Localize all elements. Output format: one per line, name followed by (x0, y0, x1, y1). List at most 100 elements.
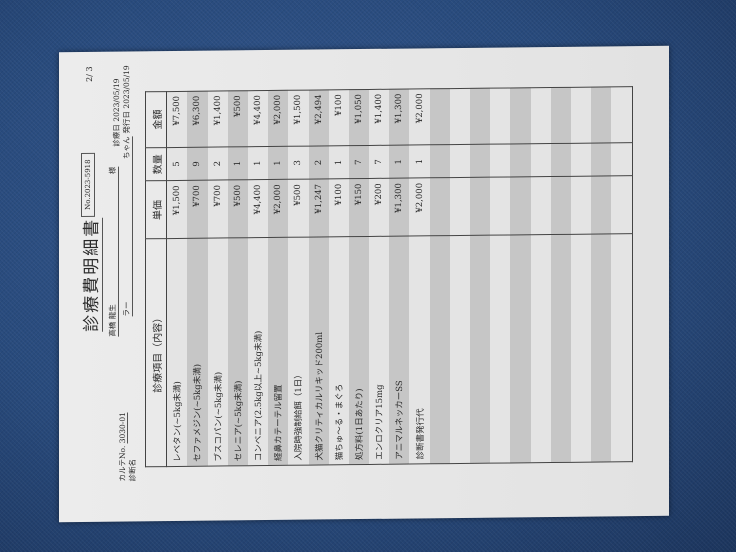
header-quantity: 数量 (145, 147, 167, 182)
quantity-cell (591, 142, 612, 177)
item-cell (611, 233, 632, 462)
amount-cell: ¥7,500 (166, 91, 188, 148)
empty-row (490, 87, 511, 464)
header-unit-price: 単価 (145, 181, 167, 239)
amount-cell: ¥1,500 (288, 90, 309, 147)
empty-row (530, 87, 551, 463)
empty-row (429, 88, 450, 464)
owner-suffix: 様 (108, 166, 117, 175)
item-cell: 猫ちゅ～る・まぐろ (328, 236, 349, 465)
empty-row (470, 88, 491, 464)
quantity-cell (611, 142, 632, 177)
owner-name: 高橋 龍生 (108, 304, 117, 337)
quantity-cell: 3 (288, 145, 309, 180)
amount-cell: ¥2,494 (308, 89, 329, 146)
unit-price-cell (550, 176, 571, 235)
header-amount: 金額 (145, 91, 167, 148)
quantity-cell (570, 142, 592, 177)
item-cell (429, 235, 450, 464)
amount-cell (490, 87, 511, 144)
visit-date-label: 診療日 (112, 124, 121, 147)
amount-cell: ¥500 (227, 90, 248, 147)
unit-price-cell (530, 177, 551, 235)
item-cell: レベタン(~5kg未満) (166, 238, 188, 467)
quantity-cell (550, 143, 571, 178)
quantity-cell: 2 (207, 146, 228, 181)
item-cell: 処方料(1日あたり) (348, 236, 370, 465)
quantity-cell: 1 (227, 146, 248, 181)
table-row: 入院時強制給餌（1日） ¥500 3 ¥1,500 (288, 90, 309, 466)
item-cell (510, 234, 531, 463)
unit-price-cell (490, 177, 511, 236)
table-row: アニマルネッカーSS ¥1,300 1 ¥1,300 (389, 89, 410, 465)
amount-cell (611, 86, 632, 143)
item-cell: コンベニア(2.5kg以上~5kg未満) (247, 237, 269, 466)
amount-cell: ¥4,400 (247, 90, 269, 147)
amount-cell (550, 87, 571, 144)
unit-price-cell: ¥1,247 (308, 179, 329, 238)
diagnosis-label: 診断名 (128, 458, 137, 482)
unit-price-cell: ¥1,300 (389, 178, 410, 237)
empty-row (611, 86, 632, 462)
amount-cell (591, 86, 612, 143)
item-cell (530, 234, 551, 463)
table-row: 処方料(1日あたり) ¥150 7 ¥1,050 (348, 89, 370, 465)
amount-cell: ¥1,300 (389, 89, 410, 145)
item-cell: 診断書発行代 (409, 235, 430, 465)
amount-cell (429, 88, 450, 145)
empty-row (449, 88, 470, 464)
item-cell (591, 234, 612, 463)
quantity-cell: 2 (308, 145, 329, 180)
unit-price-cell (591, 176, 612, 235)
unit-price-cell (429, 178, 450, 236)
table-row: 猫ちゅ～る・まぐろ ¥100 1 ¥100 (328, 89, 349, 465)
quantity-cell (490, 143, 511, 178)
table-row: 診断書発行代 ¥2,000 1 ¥2,000 (409, 88, 430, 465)
amount-cell (570, 87, 592, 144)
quantity-cell (429, 144, 450, 179)
charges-table: 診療項目（内容） 単価 数量 金額 レベタン(~5kg未満) ¥1,500 5 ¥7,… (145, 86, 633, 467)
quantity-cell (470, 143, 491, 178)
item-cell: アニマルネッカーSS (389, 236, 410, 465)
visit-date-value: 2023/05/19 (112, 78, 121, 122)
unit-price-cell: ¥700 (187, 180, 208, 239)
document-title: 診療費明細書 (77, 217, 103, 333)
amount-cell (449, 88, 470, 145)
unit-price-cell (510, 177, 531, 236)
item-cell (550, 234, 571, 463)
quantity-cell: 9 (187, 146, 208, 181)
item-cell: 犬猫クリティカルリキッド200ml (308, 237, 329, 466)
table-row: 経鼻カテーテル留置 ¥2,000 1 ¥2,000 (268, 90, 289, 466)
table-row: セファメジン(~5kg未満) ¥700 9 ¥6,300 (187, 91, 208, 467)
karte-value: 3030-01 (118, 412, 128, 444)
amount-cell (470, 88, 491, 145)
amount-cell: ¥6,300 (187, 91, 208, 148)
unit-price-cell (570, 176, 592, 235)
amount-cell (510, 87, 531, 144)
table-row: セレニア(~5kg未満) ¥500 1 ¥500 (227, 90, 248, 466)
unit-price-cell: ¥2,000 (268, 179, 289, 238)
empty-row (591, 86, 612, 463)
amount-cell: ¥2,000 (268, 90, 289, 147)
unit-price-cell: ¥200 (369, 178, 390, 237)
item-cell (470, 235, 491, 464)
quantity-cell: 1 (247, 146, 269, 181)
item-cell: エンロクリア15mg (369, 236, 390, 465)
quantity-cell (530, 143, 551, 178)
unit-price-cell: ¥4,400 (247, 180, 269, 238)
quantity-cell (449, 144, 470, 179)
item-cell: 入院時強制給餌（1日） (288, 237, 309, 466)
item-cell: 経鼻カテーテル留置 (268, 237, 289, 466)
unit-price-cell: ¥500 (288, 179, 309, 238)
unit-price-cell: ¥500 (227, 180, 248, 239)
page-number: 2/ 3 (85, 66, 94, 82)
unit-price-cell (449, 177, 470, 236)
table-header: 診療項目（内容） 単価 数量 金額 (145, 91, 167, 467)
issue-date-value: 2023/05/19 (122, 65, 131, 109)
unit-price-cell: ¥150 (348, 178, 370, 237)
item-cell: セファメジン(~5kg未満) (187, 238, 208, 467)
unit-price-cell: ¥700 (207, 180, 228, 239)
quantity-cell: 1 (268, 146, 289, 181)
pet-suffix: ちゃん (122, 136, 131, 160)
item-cell (570, 234, 592, 463)
